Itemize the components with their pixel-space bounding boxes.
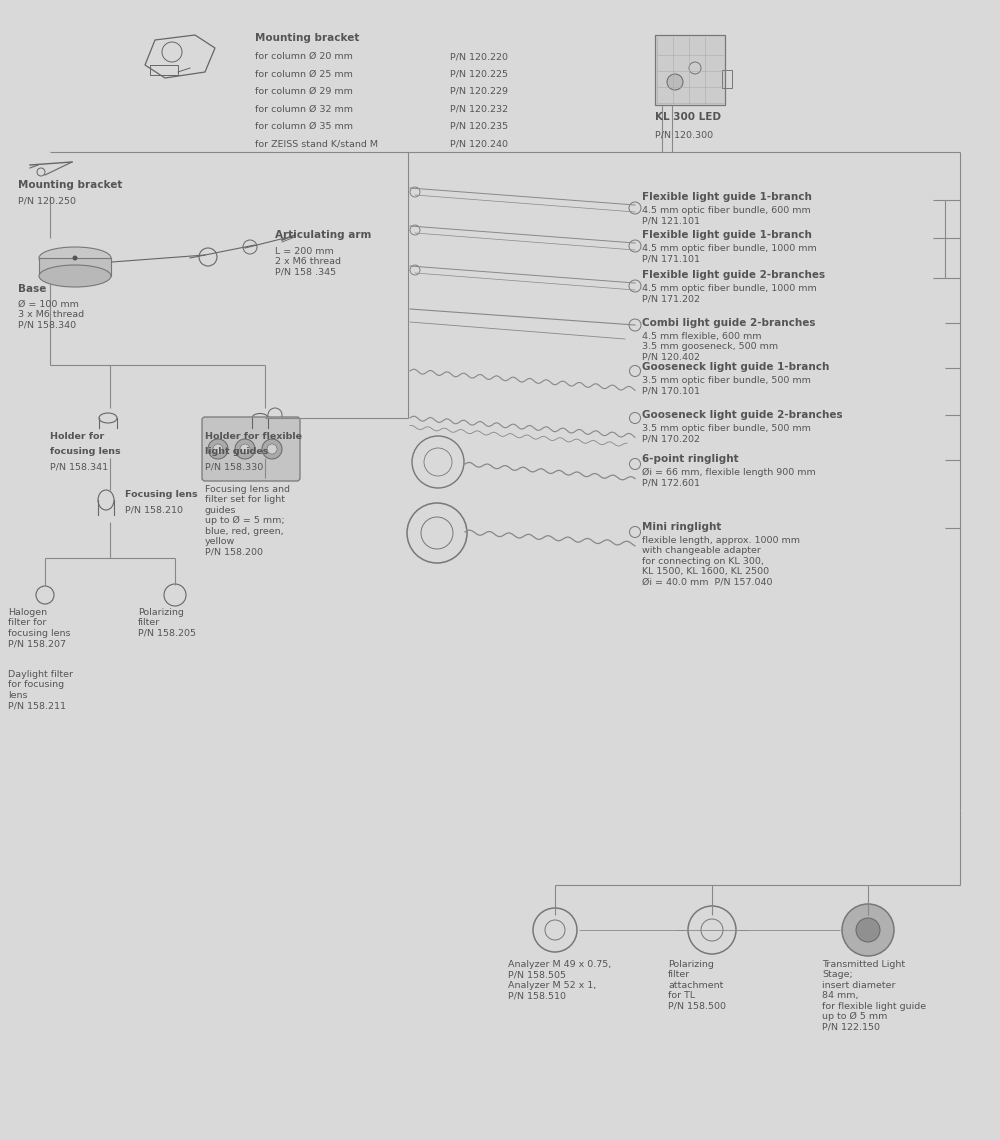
- Text: P/N 120.232: P/N 120.232: [450, 105, 508, 114]
- Text: Combi light guide 2-branches: Combi light guide 2-branches: [642, 318, 816, 328]
- FancyBboxPatch shape: [202, 417, 300, 481]
- Circle shape: [240, 443, 250, 454]
- Text: Flexible light guide 1-branch: Flexible light guide 1-branch: [642, 192, 812, 202]
- Text: Focusing lens: Focusing lens: [125, 490, 198, 499]
- Text: for column Ø 35 mm: for column Ø 35 mm: [255, 122, 353, 131]
- Text: 4.5 mm optic fiber bundle, 1000 mm
P/N 171.202: 4.5 mm optic fiber bundle, 1000 mm P/N 1…: [642, 284, 817, 303]
- Circle shape: [208, 439, 228, 459]
- Text: Holder for flexible: Holder for flexible: [205, 432, 302, 441]
- Text: for column Ø 29 mm: for column Ø 29 mm: [255, 87, 353, 96]
- Ellipse shape: [39, 247, 111, 269]
- Text: Ø = 100 mm
3 x M6 thread
P/N 158.340: Ø = 100 mm 3 x M6 thread P/N 158.340: [18, 300, 84, 329]
- Circle shape: [213, 443, 223, 454]
- Text: L = 200 mm
2 x M6 thread
P/N 158 .345: L = 200 mm 2 x M6 thread P/N 158 .345: [275, 247, 341, 277]
- Text: 3.5 mm optic fiber bundle, 500 mm
P/N 170.101: 3.5 mm optic fiber bundle, 500 mm P/N 17…: [642, 376, 811, 396]
- Circle shape: [262, 439, 282, 459]
- Bar: [39, 258, 111, 276]
- Text: Halogen
filter for
focusing lens
P/N 158.207: Halogen filter for focusing lens P/N 158…: [8, 608, 70, 649]
- Text: P/N 120.250: P/N 120.250: [18, 196, 76, 205]
- FancyBboxPatch shape: [655, 35, 725, 105]
- Text: Focusing lens and
filter set for light
guides
up to Ø = 5 mm;
blue, red, green,
: Focusing lens and filter set for light g…: [205, 484, 290, 556]
- Text: P/N 120.225: P/N 120.225: [450, 70, 508, 79]
- Circle shape: [72, 255, 78, 261]
- Text: Mounting bracket: Mounting bracket: [255, 33, 359, 43]
- Text: Polarizing
filter
attachment
for TL
P/N 158.500: Polarizing filter attachment for TL P/N …: [668, 960, 726, 1010]
- Text: P/N 158.210: P/N 158.210: [125, 505, 183, 514]
- Bar: [722, 70, 732, 88]
- Bar: [150, 65, 178, 75]
- Text: 6-point ringlight: 6-point ringlight: [642, 454, 739, 464]
- Text: 4.5 mm optic fiber bundle, 1000 mm
P/N 171.101: 4.5 mm optic fiber bundle, 1000 mm P/N 1…: [642, 244, 817, 263]
- Circle shape: [667, 74, 683, 90]
- Circle shape: [842, 904, 894, 956]
- Text: Holder for: Holder for: [50, 432, 104, 441]
- Text: 4.5 mm flexible, 600 mm
3.5 mm gooseneck, 500 mm
P/N 120.402: 4.5 mm flexible, 600 mm 3.5 mm gooseneck…: [642, 332, 778, 361]
- Text: Gooseneck light guide 2-branches: Gooseneck light guide 2-branches: [642, 410, 843, 420]
- Circle shape: [235, 439, 255, 459]
- Text: Flexible light guide 1-branch: Flexible light guide 1-branch: [642, 230, 812, 241]
- Text: Analyzer M 49 x 0.75,
P/N 158.505
Analyzer M 52 x 1,
P/N 158.510: Analyzer M 49 x 0.75, P/N 158.505 Analyz…: [508, 960, 611, 1000]
- Text: focusing lens: focusing lens: [50, 448, 121, 456]
- Text: P/N 120.240: P/N 120.240: [450, 139, 508, 148]
- Text: P/N 120.229: P/N 120.229: [450, 87, 508, 96]
- Text: 3.5 mm optic fiber bundle, 500 mm
P/N 170.202: 3.5 mm optic fiber bundle, 500 mm P/N 17…: [642, 424, 811, 443]
- Text: for column Ø 32 mm: for column Ø 32 mm: [255, 105, 353, 114]
- Text: Flexible light guide 2-branches: Flexible light guide 2-branches: [642, 270, 825, 280]
- Text: light guides: light guides: [205, 448, 268, 456]
- Ellipse shape: [39, 264, 111, 287]
- Text: 4.5 mm optic fiber bundle, 600 mm
P/N 121.101: 4.5 mm optic fiber bundle, 600 mm P/N 12…: [642, 206, 811, 226]
- Text: Base: Base: [18, 284, 46, 294]
- Text: for column Ø 20 mm: for column Ø 20 mm: [255, 52, 353, 62]
- Text: Transmitted Light
Stage;
insert diameter
84 mm,
for flexible light guide
up to Ø: Transmitted Light Stage; insert diameter…: [822, 960, 926, 1032]
- Text: P/N 158.330: P/N 158.330: [205, 463, 263, 472]
- Text: for ZEISS stand K/stand M: for ZEISS stand K/stand M: [255, 139, 378, 148]
- Text: Polarizing
filter
P/N 158.205: Polarizing filter P/N 158.205: [138, 608, 196, 637]
- Text: flexible length, approx. 1000 mm
with changeable adapter
for connecting on KL 30: flexible length, approx. 1000 mm with ch…: [642, 536, 800, 587]
- Text: Daylight filter
for focusing
lens
P/N 158.211: Daylight filter for focusing lens P/N 15…: [8, 670, 73, 710]
- Text: KL 300 LED: KL 300 LED: [655, 112, 721, 122]
- Text: P/N 120.220: P/N 120.220: [450, 52, 508, 62]
- Text: P/N 120.300: P/N 120.300: [655, 130, 713, 139]
- Text: Mini ringlight: Mini ringlight: [642, 522, 721, 532]
- Text: P/N 158.341: P/N 158.341: [50, 463, 108, 472]
- Circle shape: [267, 443, 277, 454]
- Text: Mounting bracket: Mounting bracket: [18, 180, 122, 190]
- Circle shape: [856, 918, 880, 942]
- Text: P/N 120.235: P/N 120.235: [450, 122, 508, 131]
- Text: Gooseneck light guide 1-branch: Gooseneck light guide 1-branch: [642, 363, 829, 372]
- Text: for column Ø 25 mm: for column Ø 25 mm: [255, 70, 353, 79]
- Text: Øi = 66 mm, flexible length 900 mm
P/N 172.601: Øi = 66 mm, flexible length 900 mm P/N 1…: [642, 469, 816, 488]
- Text: Articulating arm: Articulating arm: [275, 230, 371, 241]
